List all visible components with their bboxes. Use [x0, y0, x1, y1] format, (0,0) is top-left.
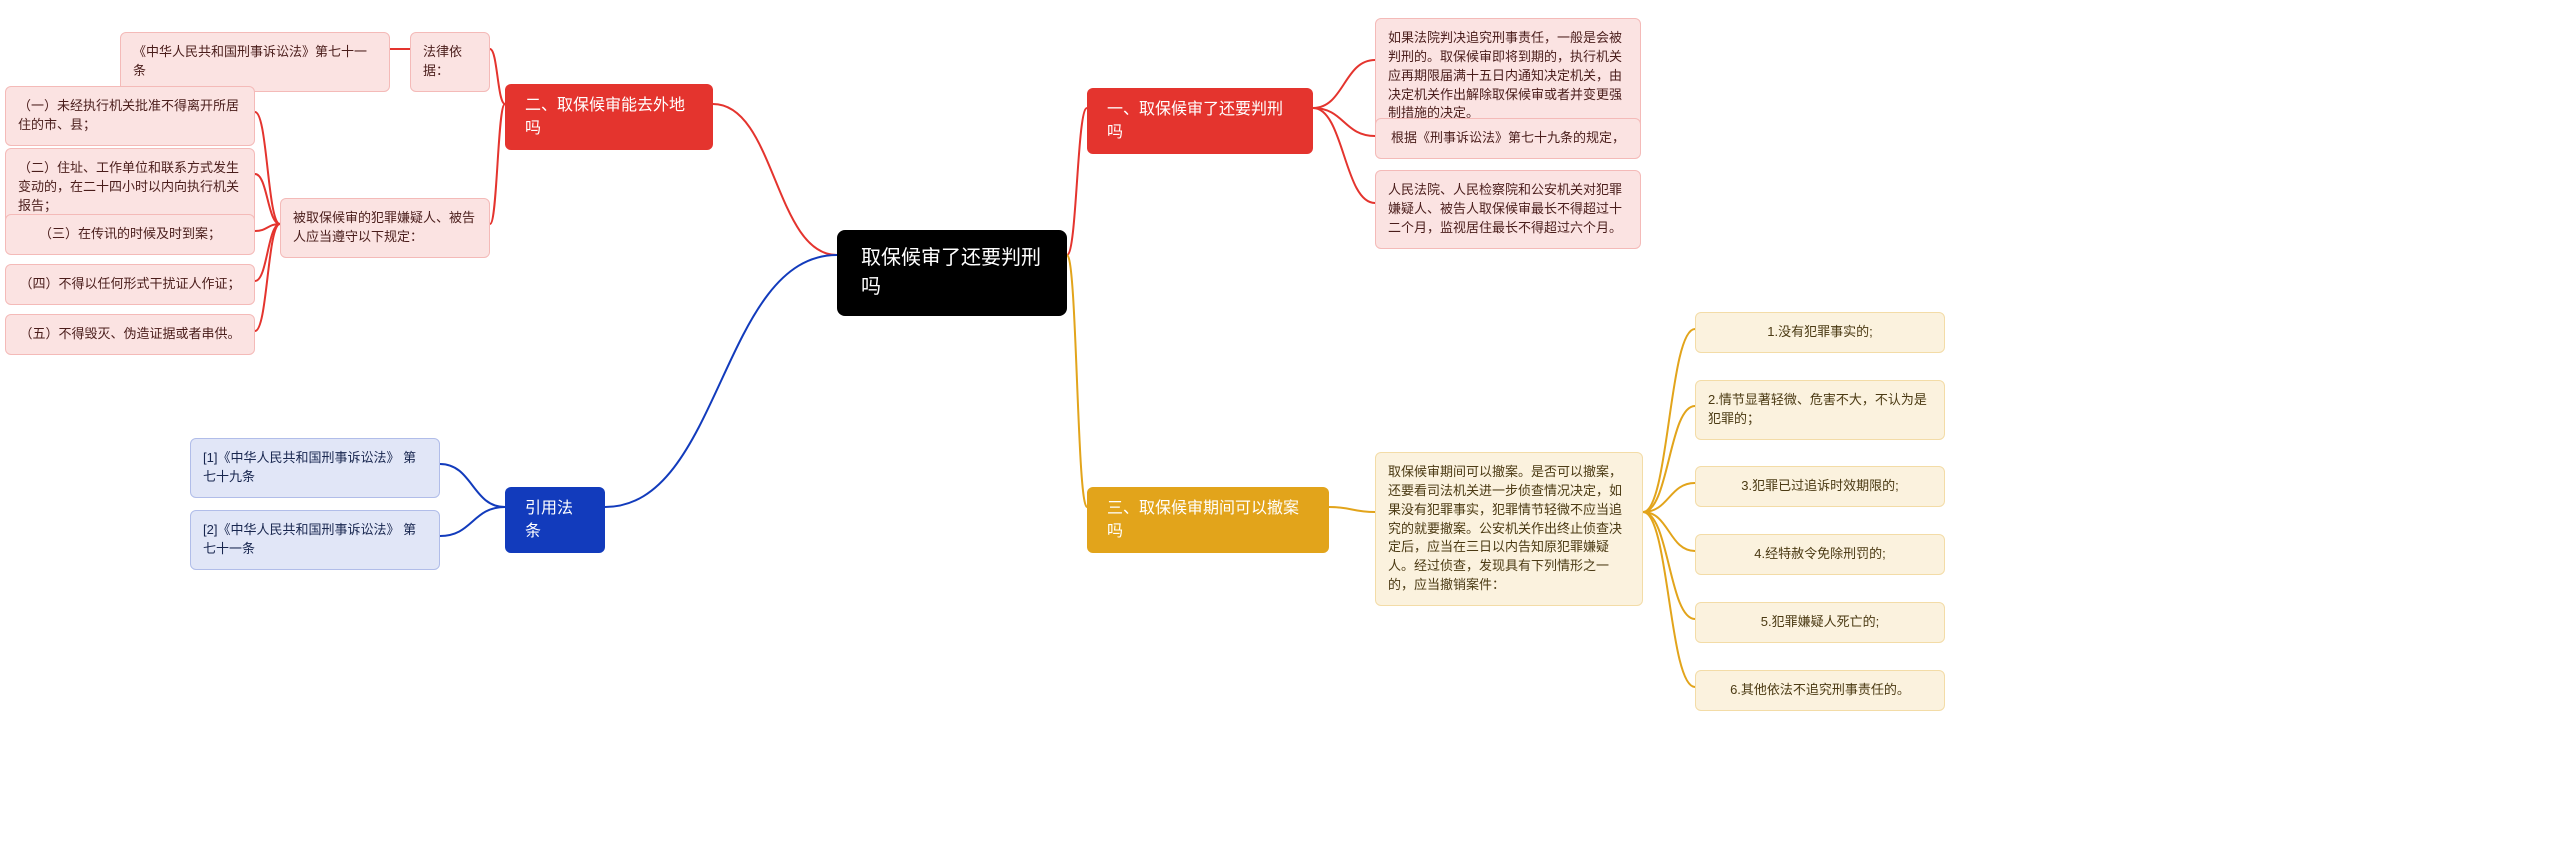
branch-node: 一、取保候审了还要判刑吗 [1087, 88, 1313, 154]
node-label: 4.经特赦令免除刑罚的; [1754, 545, 1885, 564]
leaf-node: （五）不得毁灭、伪造证据或者串供。 [5, 314, 255, 355]
node-label: 三、取保候审期间可以撤案吗 [1107, 497, 1309, 543]
leaf-node: 4.经特赦令免除刑罚的; [1695, 534, 1945, 575]
node-label: 二、取保候审能去外地吗 [525, 94, 693, 140]
node-label: [1]《中华人民共和国刑事诉讼法》 第七十九条 [203, 449, 427, 487]
leaf-node: （三）在传讯的时候及时到案； [5, 214, 255, 255]
node-label: 如果法院判决追究刑事责任，一般是会被判刑的。取保候审即将到期的，执行机关应再期限… [1388, 29, 1628, 123]
leaf-node: 如果法院判决追究刑事责任，一般是会被判刑的。取保候审即将到期的，执行机关应再期限… [1375, 18, 1641, 134]
node-label: 人民法院、人民检察院和公安机关对犯罪嫌疑人、被告人取保候审最长不得超过十二个月，… [1388, 181, 1628, 238]
branch-node: 二、取保候审能去外地吗 [505, 84, 713, 150]
leaf-node: [1]《中华人民共和国刑事诉讼法》 第七十九条 [190, 438, 440, 498]
node-label: 3.犯罪已过追诉时效期限的; [1741, 477, 1898, 496]
node-label: 2.情节显著轻微、危害不大，不认为是犯罪的； [1708, 391, 1932, 429]
node-label: 引用法条 [525, 497, 585, 543]
node-label: 《中华人民共和国刑事诉讼法》第七十一条 [133, 43, 377, 81]
node-label: 法律依据： [423, 43, 477, 81]
node-label: 根据《刑事诉讼法》第七十九条的规定， [1391, 129, 1625, 148]
node-label: （三）在传讯的时候及时到案； [39, 225, 221, 244]
leaf-node: 法律依据： [410, 32, 490, 92]
node-label: （二）住址、工作单位和联系方式发生变动的，在二十四小时以内向执行机关报告； [18, 159, 242, 216]
leaf-node: 6.其他依法不追究刑事责任的。 [1695, 670, 1945, 711]
leaf-node: （一）未经执行机关批准不得离开所居住的市、县； [5, 86, 255, 146]
node-label: 6.其他依法不追究刑事责任的。 [1730, 681, 1910, 700]
node-label: 取保候审了还要判刑吗 [861, 244, 1043, 302]
leaf-node: （四）不得以任何形式干扰证人作证； [5, 264, 255, 305]
leaf-node: 《中华人民共和国刑事诉讼法》第七十一条 [120, 32, 390, 92]
leaf-node: 根据《刑事诉讼法》第七十九条的规定， [1375, 118, 1641, 159]
leaf-node: 取保候审期间可以撤案。是否可以撤案，还要看司法机关进一步侦查情况决定，如果没有犯… [1375, 452, 1643, 606]
leaf-node: 被取保候审的犯罪嫌疑人、被告人应当遵守以下规定： [280, 198, 490, 258]
node-label: 取保候审期间可以撤案。是否可以撤案，还要看司法机关进一步侦查情况决定，如果没有犯… [1388, 463, 1630, 595]
branch-node: 引用法条 [505, 487, 605, 553]
leaf-node: 人民法院、人民检察院和公安机关对犯罪嫌疑人、被告人取保候审最长不得超过十二个月，… [1375, 170, 1641, 249]
leaf-node: 3.犯罪已过追诉时效期限的; [1695, 466, 1945, 507]
node-label: 5.犯罪嫌疑人死亡的; [1761, 613, 1879, 632]
node-label: （四）不得以任何形式干扰证人作证； [19, 275, 240, 294]
node-label: 1.没有犯罪事实的; [1767, 323, 1872, 342]
node-label: 被取保候审的犯罪嫌疑人、被告人应当遵守以下规定： [293, 209, 477, 247]
leaf-node: 2.情节显著轻微、危害不大，不认为是犯罪的； [1695, 380, 1945, 440]
leaf-node: 5.犯罪嫌疑人死亡的; [1695, 602, 1945, 643]
root-node: 取保候审了还要判刑吗 [837, 230, 1067, 316]
node-label: （一）未经执行机关批准不得离开所居住的市、县； [18, 97, 242, 135]
branch-node: 三、取保候审期间可以撤案吗 [1087, 487, 1329, 553]
node-label: （五）不得毁灭、伪造证据或者串供。 [19, 325, 240, 344]
node-label: 一、取保候审了还要判刑吗 [1107, 98, 1293, 144]
leaf-node: 1.没有犯罪事实的; [1695, 312, 1945, 353]
node-label: [2]《中华人民共和国刑事诉讼法》 第七十一条 [203, 521, 427, 559]
leaf-node: [2]《中华人民共和国刑事诉讼法》 第七十一条 [190, 510, 440, 570]
